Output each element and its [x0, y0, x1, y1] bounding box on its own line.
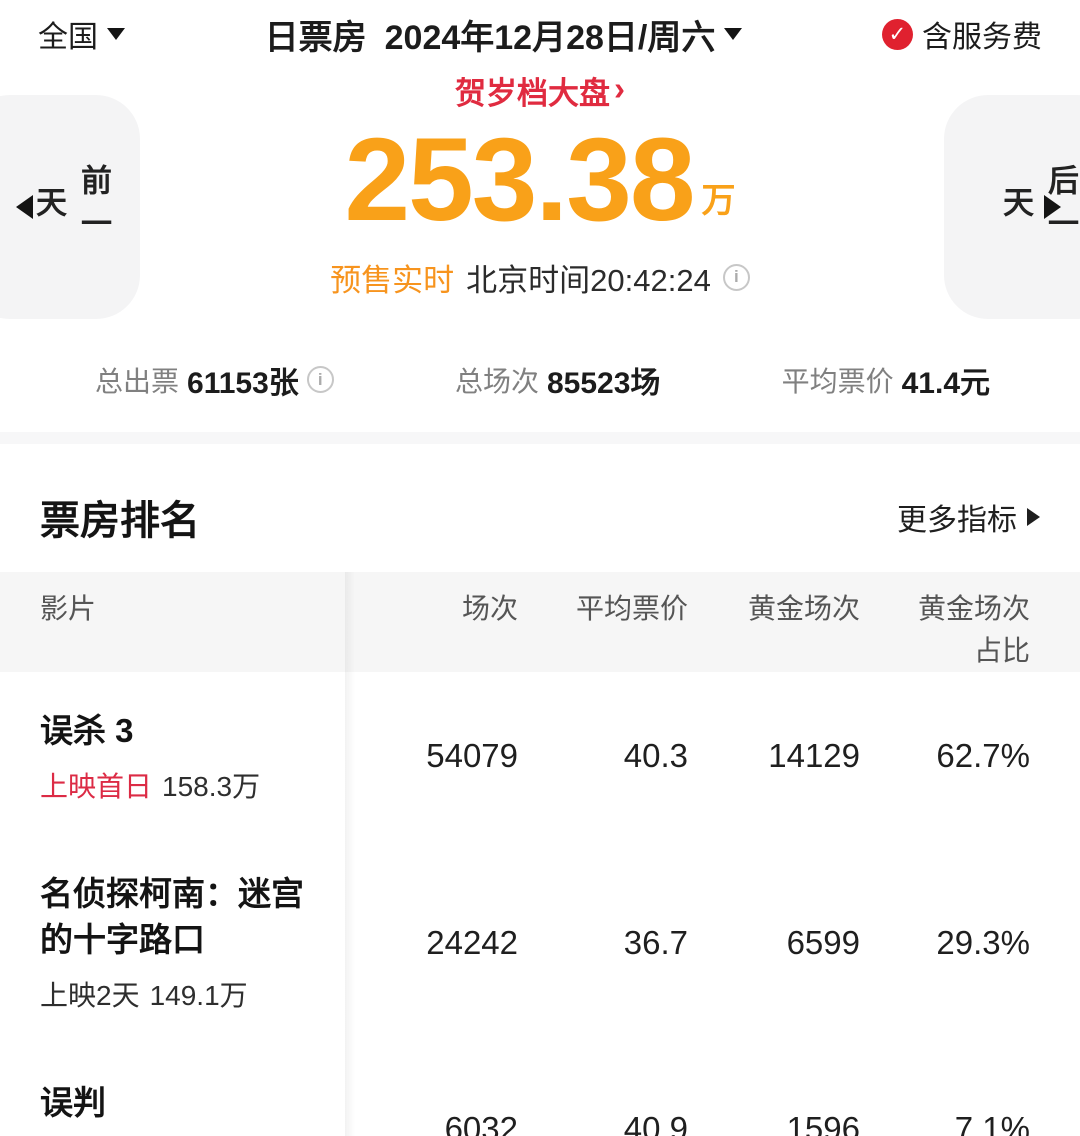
stat-value: 85523场	[546, 366, 661, 400]
prime-ratio-value: 29.3%	[936, 923, 1030, 961]
release-status: 上映首日	[40, 771, 153, 803]
service-fee-toggle[interactable]: ✓ 含服务费	[881, 12, 1042, 56]
presale-label: 预售实时	[330, 262, 455, 298]
table-row[interactable]: 误杀 3 上映首日 158.3万 54079 40.3 14129 62.7%	[0, 672, 1080, 836]
stat-label: 平均票价	[781, 365, 894, 397]
triangle-right-icon	[1027, 507, 1040, 526]
stat-avg-price: 平均票价 41.4元	[782, 358, 990, 402]
chevron-down-icon	[724, 28, 743, 40]
film-box-office: 158.3万	[162, 771, 261, 803]
date-picker[interactable]: 2024年12月28日/周六	[385, 10, 743, 59]
box-office-value: 253.38	[344, 114, 696, 246]
ranking-header: 票房排名 更多指标	[0, 444, 1080, 572]
info-icon[interactable]: i	[306, 366, 334, 394]
sessions-value: 6032	[444, 1110, 518, 1136]
date-label: 2024年12月28日/周六	[384, 18, 716, 57]
prime-ratio-value: 62.7%	[936, 737, 1030, 775]
stat-value: 61153张	[187, 366, 299, 400]
stat-total-sessions: 总场次 85523场	[455, 358, 660, 402]
prev-day-label: 前一天	[31, 164, 111, 250]
column-header-avg-price: 平均票价	[575, 592, 688, 624]
film-cell: 误杀 3 上映首日 158.3万	[0, 708, 345, 806]
release-status: 上映2天	[40, 980, 140, 1012]
next-day-label: 后一天	[998, 164, 1078, 250]
next-day-button[interactable]: 后一天	[944, 95, 1080, 319]
prev-day-button[interactable]: 前一天	[0, 95, 140, 319]
info-icon[interactable]: i	[722, 263, 750, 291]
column-header-film: 影片	[40, 592, 97, 624]
metric-label: 日票房	[264, 18, 367, 57]
table-row[interactable]: 名侦探柯南：迷宫的十字路口 上映2天 149.1万 24242 36.7 659…	[0, 835, 1080, 1044]
beijing-time: 北京时间20:42:24	[466, 262, 711, 298]
chevron-down-icon	[107, 28, 125, 40]
prime-ratio-value: 7.1%	[954, 1110, 1030, 1136]
ranking-section: 票房排名 更多指标 影片 场次 平均票价 黄金场次 黄金场次占比 误杀 3 上映…	[0, 444, 1080, 1136]
stat-total-tickets: 总出票 61153张 i	[95, 358, 334, 402]
region-label: 全国	[38, 21, 98, 54]
film-subtitle: 上映首日 158.3万	[40, 765, 345, 805]
avg-price-value: 36.7	[623, 923, 688, 961]
film-subtitle: 上映2天 149.1万	[40, 974, 345, 1014]
column-header-prime-ratio: 黄金场次占比	[917, 592, 1030, 666]
campaign-label: 贺岁档大盘	[455, 76, 610, 111]
film-title: 误杀 3	[40, 711, 134, 749]
region-selector[interactable]: 全国	[38, 12, 125, 56]
film-title: 误判	[40, 1084, 106, 1122]
prime-sessions-value: 14129	[768, 737, 860, 775]
box-office-unit: 万	[701, 182, 736, 220]
avg-price-value: 40.9	[623, 1110, 688, 1136]
stat-value: 41.4元	[901, 366, 990, 400]
film-title: 名侦探柯南：迷宫的十字路口	[40, 875, 304, 958]
film-cell: 名侦探柯南：迷宫的十字路口 上映2天 149.1万	[0, 871, 345, 1014]
top-bar: 全国 日票房 2024年12月28日/周六 ✓ 含服务费	[0, 0, 1080, 58]
film-cell: 误判 上映2天 8806.6万	[0, 1080, 345, 1136]
table-body: 误杀 3 上映首日 158.3万 54079 40.3 14129 62.7% …	[0, 672, 1080, 1136]
section-divider	[0, 431, 1080, 444]
sessions-value: 24242	[426, 923, 518, 961]
campaign-row: 贺岁档大盘 ›	[0, 68, 1080, 113]
summary-stats: 总出票 61153张 i 总场次 85523场 平均票价 41.4元	[0, 358, 1080, 402]
check-icon: ✓	[881, 18, 913, 50]
more-metrics-label: 更多指标	[897, 503, 1017, 537]
stat-label: 总场次	[454, 365, 539, 397]
ranking-table: 影片 场次 平均票价 黄金场次 黄金场次占比 误杀 3 上映首日 158.3万 …	[0, 571, 1080, 1136]
stat-label: 总出票	[95, 365, 180, 397]
sessions-value: 54079	[426, 737, 518, 775]
arrow-right-icon	[1044, 195, 1061, 219]
presale-row: 预售实时 北京时间20:42:24 i	[0, 255, 1080, 300]
column-header-sessions: 场次	[461, 592, 518, 624]
page-title: 日票房 2024年12月28日/周六	[265, 10, 743, 59]
ranking-title: 票房排名	[40, 498, 200, 543]
prime-sessions-value: 1596	[786, 1110, 860, 1136]
avg-price-value: 40.3	[623, 737, 688, 775]
chevron-right-icon: ›	[614, 70, 625, 107]
more-metrics-button[interactable]: 更多指标	[897, 495, 1040, 539]
column-header-prime-sessions: 黄金场次	[747, 592, 860, 624]
film-box-office: 149.1万	[149, 980, 248, 1012]
table-row[interactable]: 误判 上映2天 8806.6万 6032 40.9 1596 7.1%	[0, 1044, 1080, 1136]
arrow-left-icon	[16, 195, 33, 219]
table-header-row: 影片 场次 平均票价 黄金场次 黄金场次占比	[0, 571, 1080, 672]
campaign-link[interactable]: 贺岁档大盘 ›	[455, 68, 625, 113]
prime-sessions-value: 6599	[786, 923, 860, 961]
daily-box-office-total: 253.38 万	[0, 113, 1080, 249]
service-fee-label: 含服务费	[921, 21, 1042, 54]
